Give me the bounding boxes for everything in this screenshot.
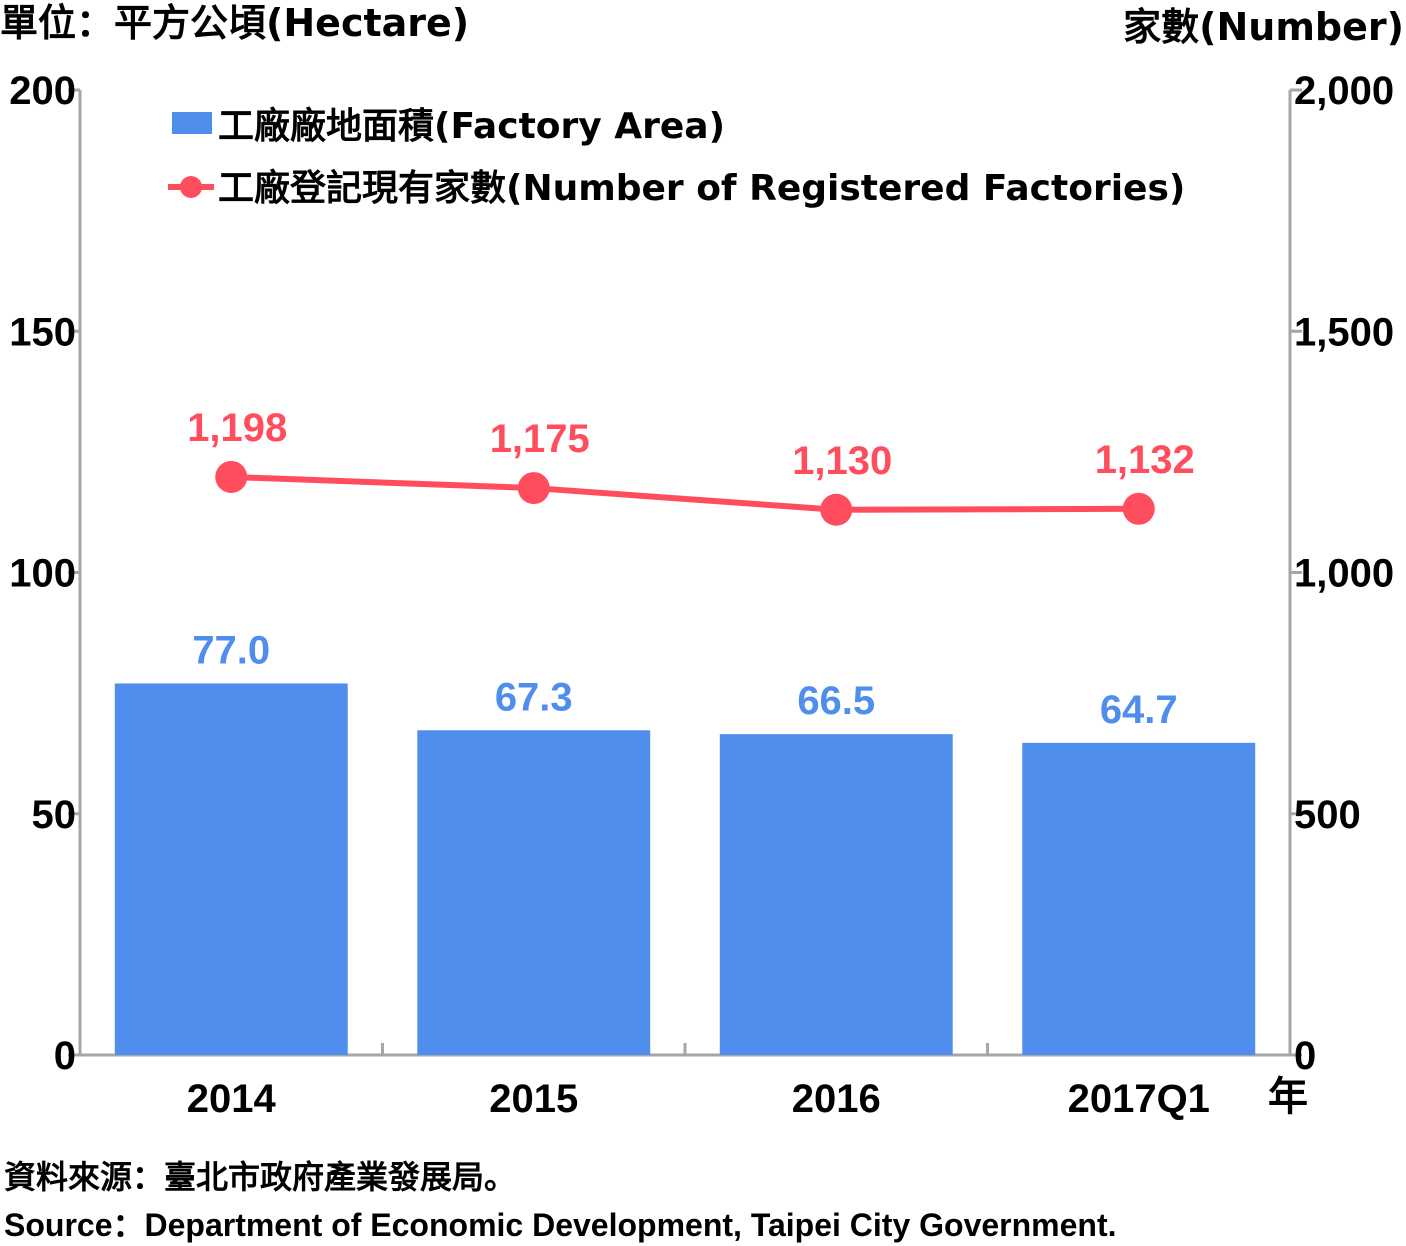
line-value-label: 1,175 [490, 417, 590, 461]
line-point [517, 472, 550, 505]
bar [417, 730, 651, 1055]
right-tick-label: 1,000 [1294, 552, 1394, 596]
left-tick-label: 200 [9, 69, 76, 113]
line-series: 1,198 1,175 1,130 1,132 [187, 406, 1195, 526]
right-axis-ticks: 0 500 1,000 1,500 2,000 [1290, 69, 1394, 1078]
left-tick-label: 50 [32, 793, 77, 837]
legend-line-label: 工廠登記現有家數(Number of Registered Factories) [218, 167, 1185, 209]
bar-value-label: 77.0 [192, 628, 270, 672]
left-unit-label: 單位：平方公頃(Hectare) [0, 1, 469, 45]
left-tick-label: 100 [9, 552, 76, 596]
bar [719, 734, 953, 1055]
right-unit-label: 家數(Number) [1123, 5, 1404, 49]
x-tick-label: 2015 [489, 1077, 578, 1121]
right-tick-label: 1,500 [1294, 310, 1394, 354]
left-tick-label: 0 [54, 1034, 76, 1078]
legend-line-marker [180, 176, 202, 198]
bar-value-label: 64.7 [1100, 688, 1178, 732]
line-point [1122, 492, 1155, 525]
x-tick-label: 2016 [792, 1077, 881, 1121]
line-point [820, 493, 853, 526]
line-value-label: 1,198 [187, 406, 287, 450]
source-en: Source：Department of Economic Developmen… [4, 1207, 1117, 1243]
legend-bar-label: 工廠廠地面積(Factory Area) [218, 105, 725, 147]
legend: 工廠廠地面積(Factory Area) 工廠登記現有家數(Number of … [168, 105, 1185, 209]
x-axis-ticks: 2014 2015 2016 2017Q1 [187, 1043, 1210, 1121]
bar [114, 683, 348, 1055]
right-tick-label: 500 [1294, 793, 1361, 837]
legend-bar-swatch [172, 112, 212, 134]
bar-value-label: 67.3 [495, 675, 573, 719]
series-line [231, 473, 1139, 513]
x-tick-label: 2017Q1 [1068, 1077, 1210, 1121]
x-tick-label: 2014 [187, 1077, 277, 1121]
line-point [215, 460, 248, 493]
source-zh: 資料來源：臺北市政府產業發展局。 [4, 1158, 517, 1196]
bar-series: 77.0 67.3 66.5 64.7 [114, 628, 1256, 1055]
left-axis-ticks: 0 50 100 150 200 [9, 69, 80, 1078]
bar-value-label: 66.5 [797, 679, 875, 723]
right-tick-label: 0 [1294, 1034, 1316, 1078]
line-value-label: 1,132 [1095, 438, 1195, 482]
left-tick-label: 150 [9, 310, 76, 354]
x-unit-label: 年 [1268, 1074, 1308, 1120]
right-tick-label: 2,000 [1294, 69, 1394, 113]
line-value-label: 1,130 [792, 439, 892, 483]
combo-chart: 單位：平方公頃(Hectare) 家數(Number) 0 50 100 150 200… [0, 1, 1404, 1121]
bar [1022, 742, 1256, 1055]
